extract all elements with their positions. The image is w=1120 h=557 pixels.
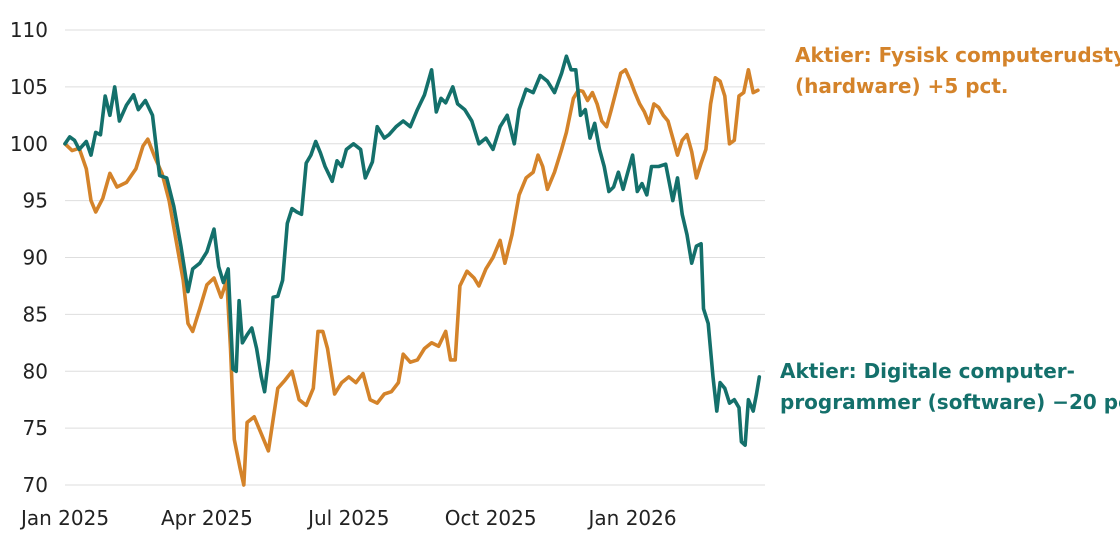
- y-tick-label: 90: [23, 246, 48, 270]
- x-axis-ticks: Jan 2025 Apr 2025 Jul 2025 Oct 2025 Jan 2026: [19, 506, 677, 530]
- series-labels: Aktier: Fysisk computerudstyr (hardware) …: [780, 43, 1120, 414]
- x-tick-label: Apr 2025: [161, 506, 253, 530]
- gridlines: [65, 29, 765, 486]
- y-tick-label: 105: [10, 75, 48, 99]
- y-tick-label: 75: [23, 416, 48, 440]
- y-tick-label: 100: [10, 132, 48, 156]
- series-label-hardware: Aktier: Fysisk computerudstyr: [795, 43, 1120, 67]
- x-tick-label: Jan 2026: [587, 506, 677, 530]
- series-label-software: programmer (software) −20 pct.: [780, 390, 1120, 414]
- y-tick-label: 80: [23, 359, 48, 383]
- series-line-software: [63, 54, 762, 447]
- series-label-software: Aktier: Digitale computer-: [780, 359, 1075, 383]
- series-label-hardware: (hardware) +5 pct.: [795, 74, 1009, 98]
- y-tick-label: 95: [23, 189, 48, 213]
- y-axis-ticks: 70 75 80 85 90 95 100 105 110: [10, 18, 48, 497]
- series-lines: [63, 54, 762, 487]
- x-tick-label: Jan 2025: [19, 506, 109, 530]
- series-line-hardware: [63, 68, 760, 487]
- x-tick-label: Jul 2025: [306, 506, 389, 530]
- y-tick-label: 70: [23, 473, 48, 497]
- y-tick-label: 85: [23, 302, 48, 326]
- y-tick-label: 110: [10, 18, 48, 42]
- x-tick-label: Oct 2025: [445, 506, 537, 530]
